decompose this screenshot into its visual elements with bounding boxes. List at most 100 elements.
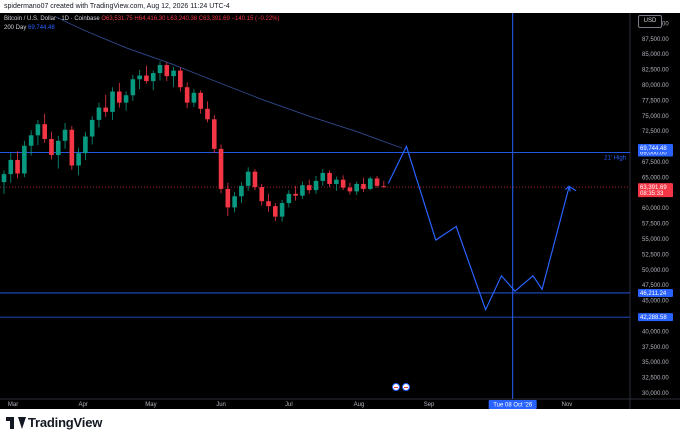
y-tick-label: 85,000.00 [642,52,669,58]
candle-body [239,185,244,197]
x-tick-label: Mar [8,402,18,408]
chart-legend: Bitcoin / U.S. Dollar · 1D · Coinbase O6… [4,15,280,33]
candle-body [117,91,122,103]
x-tick-label: Apr [78,402,87,408]
candle-body [266,201,271,207]
ma-label[interactable]: 200 Day [4,25,27,31]
ma-value: 69,744.48 [28,25,55,31]
candle-body [245,171,251,186]
candle-body [144,75,149,82]
candle-body [35,124,41,136]
footer: TradingView [0,409,680,437]
price-tag-bg [638,183,673,198]
candle-body [205,108,210,120]
candle-body [76,153,81,166]
candle-body [293,193,298,196]
us-flag-icon[interactable] [402,383,410,391]
candle-body [334,179,339,184]
symbol-label[interactable]: Bitcoin / U.S. Dollar · 1D · Coinbase [4,16,100,22]
candle-body [110,91,115,112]
y-tick-label: 80,000.00 [642,83,669,89]
candle-body [273,206,278,217]
candle-body [103,107,109,112]
candle-body [340,179,346,188]
candle-body [327,172,332,184]
price-tag: 63,391.69 [640,185,667,191]
candle-body [218,148,224,189]
y-tick-label: 35,000.00 [642,360,669,366]
candle-body [137,75,142,80]
projection-arrowhead [564,185,571,192]
x-tick-label: Jun [216,402,226,408]
price-tag-countdown: 08:35:33 [640,191,664,197]
candle-body [252,171,258,188]
candle-body [15,159,20,174]
candle-body [374,178,380,186]
candle-body [184,87,190,103]
x-tick-label: Nov [562,402,573,408]
candle-body [232,196,237,208]
candle-body [123,95,129,103]
y-tick-label: 30,000.00 [642,391,669,397]
date-tag-label: Tue 08 Oct '26 [493,403,533,409]
tradingview-logo-icon [6,416,26,429]
level-price-tag: 46,211.24 [640,291,667,297]
attribution-text: spidermano07 created with TradingView.co… [4,3,230,10]
y-tick-label: 40,000.00 [642,329,669,335]
y-tick-label: 67,500.00 [642,160,669,166]
candle-body [96,107,102,120]
level-price-tag-bg [638,313,673,322]
candle-body [150,73,156,82]
candle-body [28,135,34,146]
y-tick-label: 52,500.00 [642,252,669,258]
level-note: 21' High [604,156,626,162]
candle-body [130,79,136,96]
candle-body [211,119,217,149]
date-tag-bg [488,400,537,409]
candle-body [320,172,326,181]
price-tag-bg [638,143,673,152]
y-tick-label: 60,000.00 [642,206,669,212]
y-tick-label: 75,000.00 [642,114,669,120]
currency-button[interactable]: USD [638,15,662,28]
candle-body [306,185,312,191]
price-chart[interactable]: 90,000.0087,500.0085,000.0082,500.0080,0… [0,13,680,409]
moving-average-line [55,16,403,149]
us-flag-icon[interactable] [392,383,400,391]
candle-body [1,174,7,183]
chart-area[interactable]: 90,000.0087,500.0085,000.0082,500.0080,0… [0,13,680,409]
x-tick-label: May [145,402,156,408]
candle-body [22,145,27,174]
candle-body [354,183,359,192]
candle-body [42,124,47,139]
y-tick-label: 72,500.00 [642,129,669,135]
y-tick-label: 57,500.00 [642,222,669,228]
candle-body [300,185,305,196]
y-tick-label: 47,500.00 [642,283,669,289]
y-tick-label: 77,500.00 [642,98,669,104]
candle-body [347,187,353,192]
candle-body [286,193,292,204]
candle-body [83,136,88,154]
candle-body [62,129,68,141]
y-tick-label: 65,000.00 [642,175,669,181]
candle-body [69,129,75,166]
level-price-tag: 42,288.58 [640,315,667,321]
level-price-tag-bg [638,288,673,297]
candle-body [313,180,319,191]
y-tick-label: 87,500.00 [642,37,669,43]
projection-path[interactable] [387,144,577,312]
tradingview-logo[interactable]: TradingView [6,415,102,430]
candle-body [381,186,387,188]
ohlc-values: O63,531.75 H64,416.30 L63,240.38 C63,391… [101,16,280,22]
y-tick-label: 45,000.00 [642,299,669,305]
y-tick-label: 50,000.00 [642,268,669,274]
candle-body [198,92,203,109]
candle-body [164,65,170,77]
candle-body [89,119,95,137]
candle-body [225,188,231,208]
price-tag: 69,744.48 [640,146,667,152]
y-tick-label: 32,500.00 [642,376,669,382]
candle-body [361,183,366,189]
x-tick-label: Aug [354,402,365,408]
